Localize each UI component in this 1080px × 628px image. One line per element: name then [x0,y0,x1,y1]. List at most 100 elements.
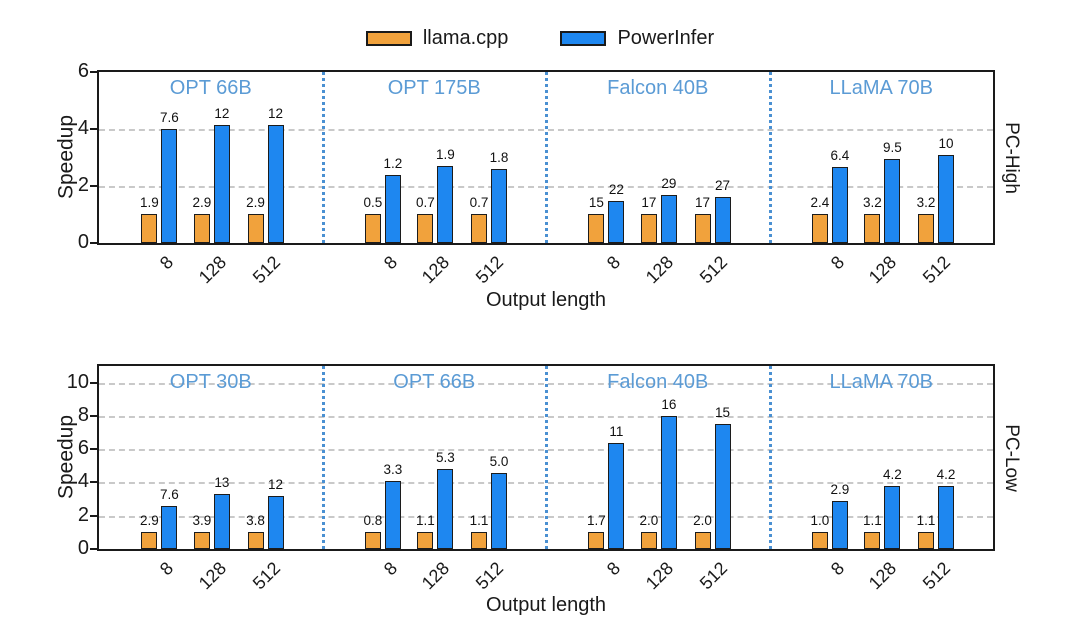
bar-powerinfer-pc-high-3-128 [884,159,901,243]
bar-powerinfer-pc-high-1-128 [437,166,454,243]
bar-powerinfer-pc-low-1-8 [384,481,401,549]
x-tick-label-pc-high-0-512: 512 [248,252,284,288]
x-tick-label-pc-high-3-128: 128 [865,252,901,288]
x-tick-label-pc-high-1-128: 128 [418,252,454,288]
bar-value-label: 15 [588,195,604,210]
bar-value-label: 1.1 [916,513,936,528]
x-tick-label-pc-high-3-512: 512 [918,252,955,288]
bar-llama-cpp-pc-low-1-512 [471,532,487,549]
bar-llama-cpp-pc-high-2-128 [640,214,657,243]
bar-llama-cpp-pc-high-2-8 [588,214,605,243]
y-tick-label-pc-high-0: 0 [77,231,89,253]
bar-value-label: 17 [641,195,657,210]
bar-llama-cpp-pc-high-1-8 [364,214,381,243]
bar-llama-cpp-pc-high-3-8 [811,214,828,243]
panel-title-pc-low-0: OPT 30B [169,371,252,393]
panel-separator-pc-low-3 [768,366,772,549]
y-tick-label-pc-low-10: 10 [66,370,89,393]
bar-powerinfer-pc-low-1-128 [437,469,454,549]
bar-value-label: 12 [267,106,284,121]
bar-llama-cpp-pc-high-1-128 [417,214,434,243]
bar-value-label: 1.9 [435,147,455,162]
bar-value-label: 7.6 [159,110,179,125]
legend-label-llama-cpp: llama.cpp [422,27,509,49]
panel-title-pc-low-3: LLaMA 70B [829,371,933,393]
legend-swatch-powerinfer-icon [560,31,607,46]
panel-title-pc-high-3: LLaMA 70B [829,77,933,99]
bar-llama-cpp-pc-low-3-512 [918,532,934,549]
bar-powerinfer-pc-high-2-512 [714,197,731,243]
bar-powerinfer-pc-low-3-128 [884,486,901,549]
bar-value-label: 5.3 [435,450,455,465]
bar-value-label: 10 [938,136,954,151]
bar-llama-cpp-pc-low-1-8 [364,532,381,549]
bar-value-label: 17 [694,195,711,210]
legend-swatch-llama-cpp-icon [365,31,412,46]
bar-powerinfer-pc-low-0-8 [161,506,178,549]
x-tick-label-pc-low-1-512: 512 [471,558,508,594]
bar-value-label: 3.8 [246,513,265,528]
bar-value-label: 1.8 [489,150,509,165]
bar-powerinfer-pc-low-2-512 [714,424,731,549]
y-tick-mark-pc-high-0 [90,242,99,244]
xlabel-output-length-pc-high: Output length [485,289,607,311]
bar-value-label: 9.5 [882,140,902,155]
bar-value-label: 2.9 [139,513,159,528]
bar-value-label: 2.4 [810,195,830,210]
xlabel-output-length-pc-low: Output length [485,594,607,616]
y-tick-mark-pc-high-6 [90,71,99,73]
bar-value-label: 6.4 [830,148,850,163]
x-tick-label-pc-low-3-128: 128 [865,558,901,594]
ylabel-speedup-pc-low: Speedup [54,414,77,499]
bar-llama-cpp-pc-high-0-128 [193,214,210,243]
bar-powerinfer-pc-low-3-8 [831,501,848,549]
x-tick-label-pc-low-0-8: 8 [156,558,178,580]
bar-value-label: 29 [661,176,677,191]
bar-llama-cpp-pc-high-3-512 [918,214,934,243]
y-tick-mark-pc-low-8 [90,414,99,417]
bar-value-label: 12 [214,106,230,121]
bar-powerinfer-pc-high-3-8 [831,167,848,243]
panel-separator-pc-high-2 [545,72,548,243]
y-tick-label-pc-high-2: 2 [77,174,89,196]
legend-item-llama-cpp: llama.cpp [365,27,509,50]
bar-value-label: 12 [267,477,284,492]
y-tick-mark-pc-low-6 [90,448,99,451]
bar-value-label: 0.8 [363,513,383,528]
bar-llama-cpp-pc-low-0-512 [247,532,264,549]
x-tick-label-pc-low-3-8: 8 [826,558,848,580]
bar-llama-cpp-pc-low-0-128 [193,532,210,549]
x-tick-label-pc-high-0-8: 8 [156,252,178,274]
bar-value-label: 1.1 [862,513,882,528]
panel-title-pc-low-2: Falcon 40B [607,371,709,393]
bar-value-label: 3.9 [192,513,212,528]
bar-value-label: 2.9 [192,195,212,210]
y-tick-mark-pc-low-0 [90,548,99,550]
bar-powerinfer-pc-high-0-8 [161,129,178,243]
bar-llama-cpp-pc-high-1-512 [471,214,487,243]
x-tick-label-pc-high-0-128: 128 [194,252,231,288]
y-tick-label-pc-high-4: 4 [77,117,89,139]
bar-value-label: 13 [214,475,230,490]
bar-value-label: 15 [714,405,731,420]
y-tick-mark-pc-low-4 [90,481,99,484]
x-tick-label-pc-high-2-128: 128 [641,252,678,288]
bar-value-label: 1.2 [383,156,403,171]
plot-box-pc-low [97,364,995,551]
bar-value-label: 11 [609,424,624,439]
x-tick-label-pc-high-1-8: 8 [379,252,401,274]
bar-powerinfer-pc-low-1-512 [491,473,507,549]
bar-value-label: 2.9 [246,195,265,210]
bar-llama-cpp-pc-low-2-8 [588,532,605,549]
panel-title-pc-high-2: Falcon 40B [607,77,709,99]
bar-value-label: 4.2 [882,467,902,482]
bar-value-label: 4.2 [936,467,956,482]
bar-value-label: 0.7 [415,195,435,210]
y-tick-label-pc-low-0: 0 [77,537,89,559]
y-tick-label-pc-low-6: 6 [77,437,89,460]
y-tick-mark-pc-high-2 [90,185,99,187]
legend-item-powerinfer: PowerInfer [560,27,714,50]
bar-value-label: 3.2 [916,195,936,210]
panel-title-pc-high-1: OPT 175B [387,77,481,99]
y-tick-label-pc-low-4: 4 [77,470,89,493]
